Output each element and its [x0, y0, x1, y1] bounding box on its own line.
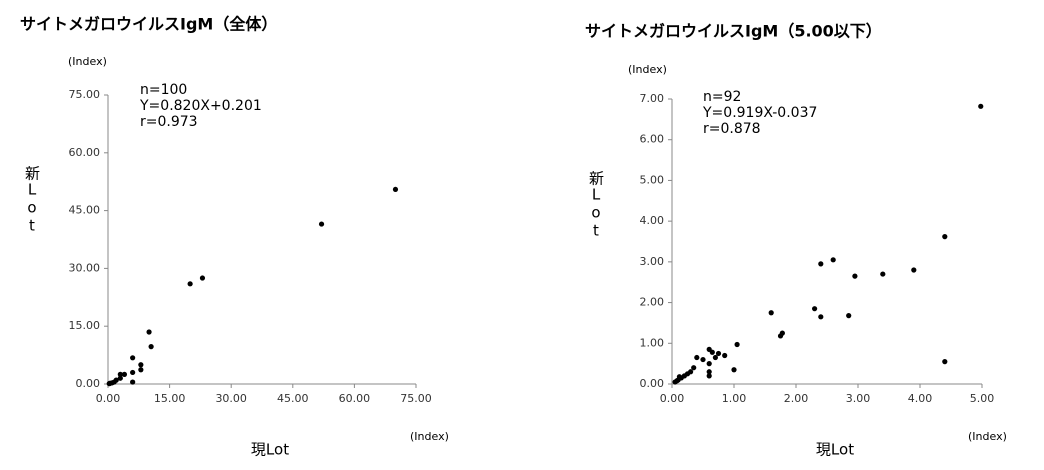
y-tick-label: 45.00 — [69, 204, 101, 217]
point — [392, 186, 399, 193]
point — [187, 281, 193, 287]
point — [138, 367, 144, 373]
annotation: r=0.878 — [703, 121, 761, 137]
point — [942, 234, 948, 240]
point — [691, 365, 697, 371]
y-unit: (Index) — [628, 63, 667, 76]
y-tick-label: 2.00 — [640, 296, 665, 309]
y-tick-label: 5.00 — [640, 173, 665, 186]
point — [706, 373, 712, 379]
point — [318, 221, 325, 227]
x-unit: (Index) — [968, 430, 1007, 443]
point — [880, 271, 886, 277]
point — [130, 355, 136, 361]
point — [830, 257, 836, 263]
point — [117, 371, 123, 377]
point — [942, 359, 948, 365]
point — [852, 273, 858, 279]
point — [146, 329, 152, 335]
y-tick-label: 60.00 — [69, 146, 101, 159]
point — [731, 367, 737, 373]
point — [676, 374, 683, 380]
y-axis-label: 新Lot — [23, 166, 41, 235]
x-tick-label: 45.00 — [277, 392, 309, 405]
annotation: Y=0.820X+0.201 — [139, 98, 262, 114]
x-tick-label: 75.00 — [400, 392, 432, 405]
y-tick-label: 0.00 — [640, 377, 665, 390]
annotation: n=92 — [703, 89, 741, 105]
x-unit: (Index) — [410, 430, 449, 443]
y-axis-label: 新Lot — [587, 171, 605, 240]
y-unit: (Index) — [68, 55, 107, 68]
annotation: Y=0.919X-0.037 — [702, 105, 817, 121]
x-tick-label: 4.00 — [908, 392, 933, 405]
y-tick-label: 1.00 — [640, 336, 665, 349]
point — [715, 350, 722, 357]
x-tick-label: 30.00 — [215, 392, 247, 405]
point — [706, 361, 712, 367]
x-tick-label: 60.00 — [339, 392, 371, 405]
point — [911, 267, 917, 273]
chart-title: サイトメガロウイルスIgM（全体） — [20, 15, 277, 34]
point — [818, 314, 824, 320]
x-axis-label: 現Lot — [816, 441, 854, 459]
point — [674, 378, 680, 384]
point — [130, 369, 136, 376]
annotation: r=0.973 — [140, 114, 198, 130]
point — [706, 369, 712, 375]
x-tick-label: 0.00 — [96, 392, 121, 405]
y-tick-label: 6.00 — [640, 133, 665, 146]
chart-title: サイトメガロウイルスIgM（5.00以下） — [585, 22, 882, 41]
point — [768, 310, 774, 316]
y-tick-label: 15.00 — [69, 319, 101, 332]
point — [199, 275, 206, 281]
point — [117, 375, 123, 381]
point — [694, 354, 700, 361]
point — [712, 354, 719, 361]
x-tick-label: 5.00 — [970, 392, 995, 405]
point — [978, 103, 984, 109]
x-axis-label: 現Lot — [251, 441, 289, 459]
point — [106, 381, 112, 387]
x-tick-label: 15.00 — [154, 392, 186, 405]
point — [734, 341, 740, 348]
x-tick-label: 3.00 — [846, 392, 871, 405]
y-tick-label: 75.00 — [69, 88, 101, 101]
point — [148, 344, 154, 350]
point — [818, 261, 824, 267]
point — [846, 313, 852, 319]
x-tick-label: 2.00 — [784, 392, 809, 405]
point — [138, 362, 144, 368]
y-tick-label: 3.00 — [640, 255, 665, 268]
point — [700, 356, 706, 363]
x-tick-label: 1.00 — [722, 392, 747, 405]
point — [779, 330, 785, 336]
y-tick-label: 0.00 — [76, 377, 101, 390]
point — [121, 371, 128, 377]
annotation: n=100 — [140, 82, 187, 98]
point — [812, 306, 818, 312]
x-tick-label: 0.00 — [660, 392, 685, 405]
y-tick-label: 30.00 — [69, 261, 101, 274]
y-tick-label: 7.00 — [640, 92, 665, 105]
point — [130, 379, 136, 385]
y-tick-label: 4.00 — [640, 214, 665, 227]
point — [722, 352, 728, 359]
point — [709, 349, 715, 355]
